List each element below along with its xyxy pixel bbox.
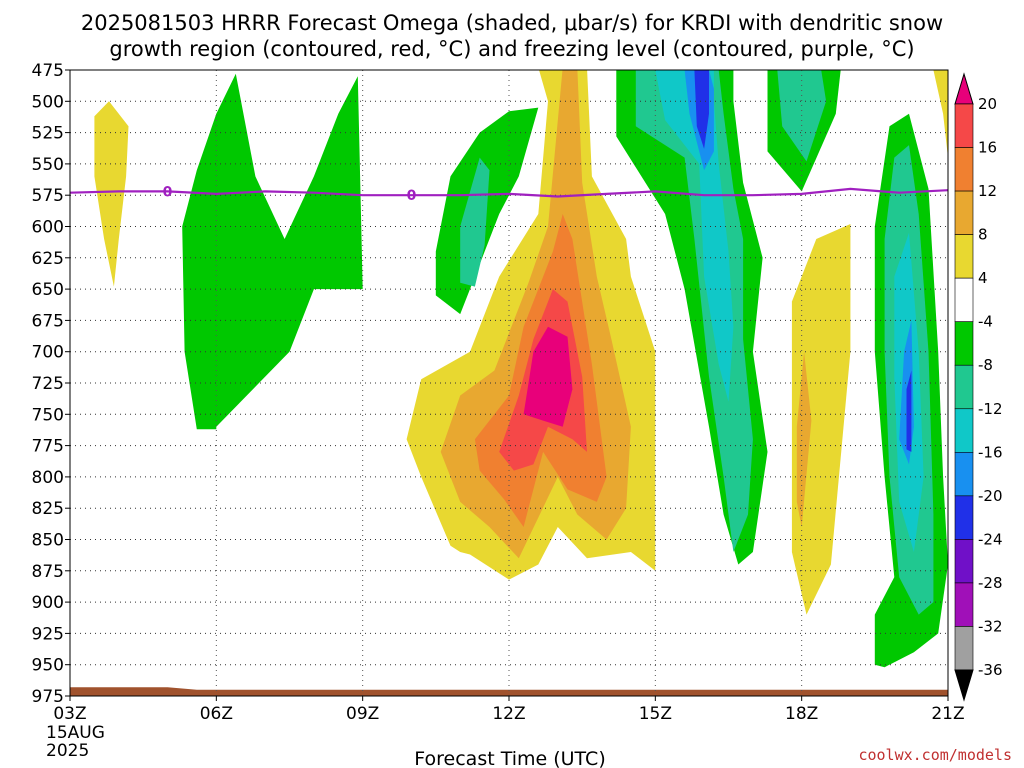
y-tick-label: 975 <box>32 687 64 707</box>
terrain-fill <box>70 687 948 696</box>
omega-region <box>635 70 753 552</box>
colorbar-tick-label: 4 <box>978 269 988 287</box>
colorbar-cap-bottom <box>954 669 974 702</box>
freezing-level-label: 0 <box>163 184 173 200</box>
x-axis-label: Forecast Time (UTC) <box>414 748 605 768</box>
omega-region <box>694 70 709 149</box>
y-tick-label: 650 <box>32 280 64 300</box>
x-tick-label: 12Z <box>492 704 525 724</box>
y-tick-label: 875 <box>32 562 64 582</box>
y-tick-label: 700 <box>32 343 64 363</box>
omega-region <box>933 70 948 158</box>
x-tick-label: 15Z <box>639 704 672 724</box>
colorbar-tick-label: -12 <box>978 400 1003 418</box>
y-tick-label: 600 <box>32 218 64 238</box>
colorbar-tick-label: -28 <box>978 574 1003 592</box>
colorbar-bin <box>954 452 974 497</box>
x-tick-label: 09Z <box>346 704 379 724</box>
chart-title-line-1: 2025081503 HRRR Forecast Omega (shaded, … <box>81 11 943 35</box>
freezing-level-line <box>69 187 949 198</box>
y-axis-pressure-ticks: 475 500 525 550 575 600 625 650 675 700 725 750 775 8… <box>32 61 70 707</box>
freezing-level-label: 0 <box>407 188 417 204</box>
omega-region <box>791 224 851 615</box>
omega-region <box>796 351 812 527</box>
y-tick-label: 800 <box>32 468 64 488</box>
colorbar-tick-label: -8 <box>978 356 993 374</box>
omega-colorbar: 20 16 12 8 4 -4 -8 -12 -16 -20 -24 -28 -32 -36 <box>954 72 1003 702</box>
x-axis-date-day: 15AUG <box>46 723 105 743</box>
colorbar-tick-label: -20 <box>978 487 1003 505</box>
y-tick-label: 625 <box>32 249 64 269</box>
omega-region <box>906 370 912 452</box>
y-tick-label: 475 <box>32 61 64 81</box>
colorbar-tick-label: 16 <box>978 139 997 157</box>
colorbar-bin <box>954 582 974 627</box>
colorbar-bin <box>954 103 974 148</box>
colorbar-bin <box>954 321 974 366</box>
x-axis-date-year: 2025 <box>46 741 89 761</box>
x-tick-label: 06Z <box>200 704 233 724</box>
colorbar-bin <box>954 539 974 584</box>
y-tick-label: 825 <box>32 499 64 519</box>
y-tick-label: 500 <box>32 92 64 112</box>
colorbar-tick-label: -24 <box>978 530 1003 548</box>
x-axis-time-ticks: 03Z 06Z 09Z 12Z 15Z 18Z 21Z <box>53 696 965 724</box>
omega-region <box>182 73 363 430</box>
colorbar-bin <box>954 408 974 453</box>
colorbar-bin <box>954 190 974 235</box>
colorbar-bin <box>954 277 974 322</box>
chart-title-line-2: growth region (contoured, red, °C) and f… <box>109 37 914 61</box>
y-tick-label: 725 <box>32 374 64 394</box>
colorbar-tick-label: -4 <box>978 313 993 331</box>
colorbar-bin <box>954 364 974 410</box>
colorbar-cap-top <box>954 72 974 105</box>
colorbar-tick-label: -36 <box>978 661 1003 679</box>
colorbar-bin <box>954 147 974 192</box>
omega-region <box>460 157 490 287</box>
omega-region <box>655 70 734 402</box>
colorbar-bin <box>954 234 974 279</box>
y-tick-label: 525 <box>32 124 64 144</box>
terrain-layer <box>70 687 948 696</box>
x-tick-label: 03Z <box>53 704 86 724</box>
y-tick-label: 950 <box>32 656 64 676</box>
colorbar-tick-label: -32 <box>978 617 1003 635</box>
x-tick-label: 18Z <box>785 704 818 724</box>
y-tick-label: 900 <box>32 593 64 613</box>
y-tick-label: 575 <box>32 186 64 206</box>
credit-text: coolwx.com/models <box>858 746 1012 764</box>
omega-shaded-regions <box>94 70 948 668</box>
colorbar-bin <box>954 626 974 671</box>
colorbar-tick-label: 8 <box>978 226 988 244</box>
colorbar-tick-label: 20 <box>978 95 997 113</box>
colorbar-tick-label: 12 <box>978 182 997 200</box>
colorbar-tick-label: -16 <box>978 443 1003 461</box>
y-tick-label: 675 <box>32 311 64 331</box>
x-tick-label: 21Z <box>931 704 964 724</box>
y-tick-label: 775 <box>32 437 64 457</box>
y-tick-label: 850 <box>32 531 64 551</box>
colorbar-bin <box>954 495 974 540</box>
y-tick-label: 550 <box>32 155 64 175</box>
omega-region <box>94 101 129 287</box>
chart-title: 2025081503 HRRR Forecast Omega (shaded, … <box>81 11 943 61</box>
y-tick-label: 925 <box>32 624 64 644</box>
y-tick-label: 750 <box>32 405 64 425</box>
